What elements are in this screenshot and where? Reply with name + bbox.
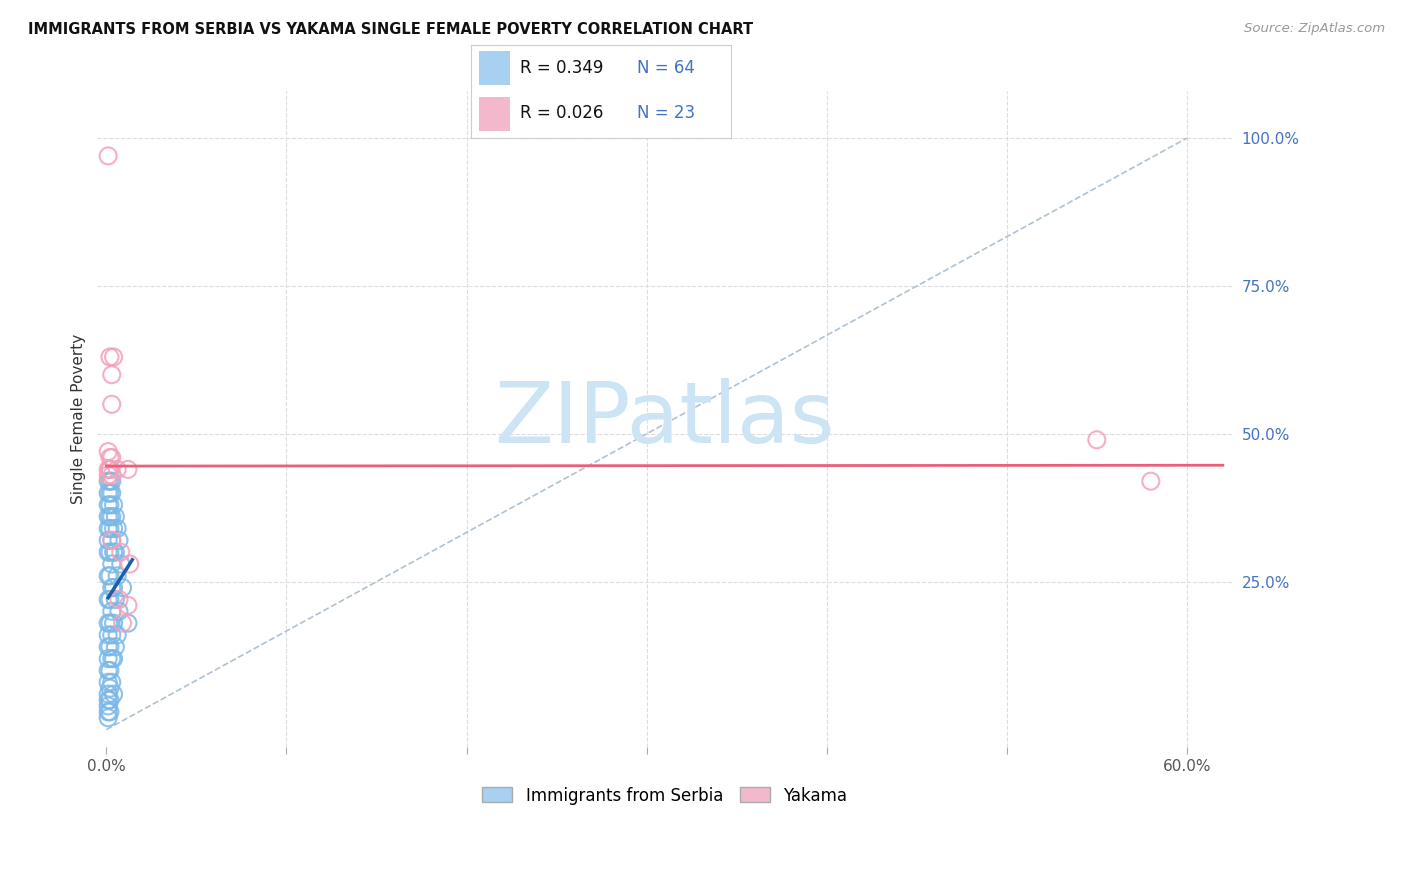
Point <box>100 450 122 465</box>
Point <box>1085 433 1108 447</box>
Point <box>100 397 122 411</box>
Point <box>97 474 120 488</box>
Point <box>98 350 121 364</box>
Point <box>97 693 120 707</box>
Point <box>110 557 132 571</box>
Point <box>103 521 125 535</box>
Point <box>98 462 121 476</box>
Point <box>97 592 120 607</box>
Point <box>104 640 127 654</box>
Text: ZIPatlas: ZIPatlas <box>495 377 835 460</box>
Point <box>100 533 122 548</box>
Point <box>98 693 121 707</box>
Point <box>104 592 127 607</box>
Point <box>97 462 120 476</box>
Point <box>98 640 121 654</box>
Point <box>100 486 122 500</box>
Point <box>100 628 122 642</box>
Point <box>103 687 125 701</box>
Point <box>98 705 121 719</box>
Point <box>105 569 128 583</box>
Point <box>98 462 121 476</box>
Text: R = 0.026: R = 0.026 <box>520 104 603 122</box>
Point <box>100 651 122 665</box>
Point <box>100 533 122 548</box>
Text: Source: ZipAtlas.com: Source: ZipAtlas.com <box>1244 22 1385 36</box>
Point <box>98 450 121 465</box>
Point <box>100 509 122 524</box>
Point <box>97 711 120 725</box>
Point <box>117 616 139 631</box>
Point <box>97 675 120 690</box>
Point <box>98 462 121 476</box>
Point <box>97 698 120 713</box>
Text: N = 64: N = 64 <box>637 60 696 78</box>
Point <box>103 616 125 631</box>
Point <box>98 521 121 535</box>
Point <box>97 509 120 524</box>
Point <box>104 509 127 524</box>
Point <box>98 509 121 524</box>
Point <box>103 651 125 665</box>
Point <box>111 581 134 595</box>
Point <box>105 462 128 476</box>
Point <box>98 474 121 488</box>
Point <box>100 604 122 618</box>
Point <box>98 486 121 500</box>
Point <box>104 545 127 559</box>
Point <box>97 545 120 559</box>
Text: IMMIGRANTS FROM SERBIA VS YAKAMA SINGLE FEMALE POVERTY CORRELATION CHART: IMMIGRANTS FROM SERBIA VS YAKAMA SINGLE … <box>28 22 754 37</box>
Point <box>97 640 120 654</box>
Point <box>97 569 120 583</box>
Point <box>97 705 120 719</box>
Point <box>100 474 122 488</box>
Point <box>100 581 122 595</box>
Point <box>98 681 121 696</box>
Point <box>98 545 121 559</box>
Text: R = 0.349: R = 0.349 <box>520 60 603 78</box>
Point <box>100 557 122 571</box>
Bar <box>479 51 510 85</box>
Point <box>1140 474 1163 488</box>
Point <box>97 533 120 548</box>
Point <box>111 616 134 631</box>
Point <box>103 545 125 559</box>
Point <box>97 486 120 500</box>
Point <box>110 545 132 559</box>
Point <box>97 149 120 163</box>
Point <box>97 651 120 665</box>
Point <box>97 521 120 535</box>
Point <box>117 599 139 613</box>
Point <box>97 444 120 458</box>
Point <box>117 462 139 476</box>
Point <box>97 628 120 642</box>
Point <box>108 604 131 618</box>
Point <box>98 616 121 631</box>
Point <box>97 498 120 512</box>
Point <box>105 521 128 535</box>
Y-axis label: Single Female Poverty: Single Female Poverty <box>72 334 86 504</box>
Point <box>98 569 121 583</box>
Point <box>108 592 131 607</box>
Point <box>100 675 122 690</box>
Point <box>100 468 122 483</box>
Bar <box>479 97 510 131</box>
Point <box>108 533 131 548</box>
Point <box>97 687 120 701</box>
Point <box>103 350 125 364</box>
Point <box>98 498 121 512</box>
Legend: Immigrants from Serbia, Yakama: Immigrants from Serbia, Yakama <box>475 780 853 811</box>
Point <box>97 468 120 483</box>
Point <box>103 498 125 512</box>
Point <box>98 592 121 607</box>
Point <box>118 557 141 571</box>
Point <box>103 581 125 595</box>
Point <box>105 628 128 642</box>
Point <box>98 664 121 678</box>
Point <box>97 664 120 678</box>
Point <box>97 616 120 631</box>
Point <box>100 368 122 382</box>
Text: N = 23: N = 23 <box>637 104 696 122</box>
